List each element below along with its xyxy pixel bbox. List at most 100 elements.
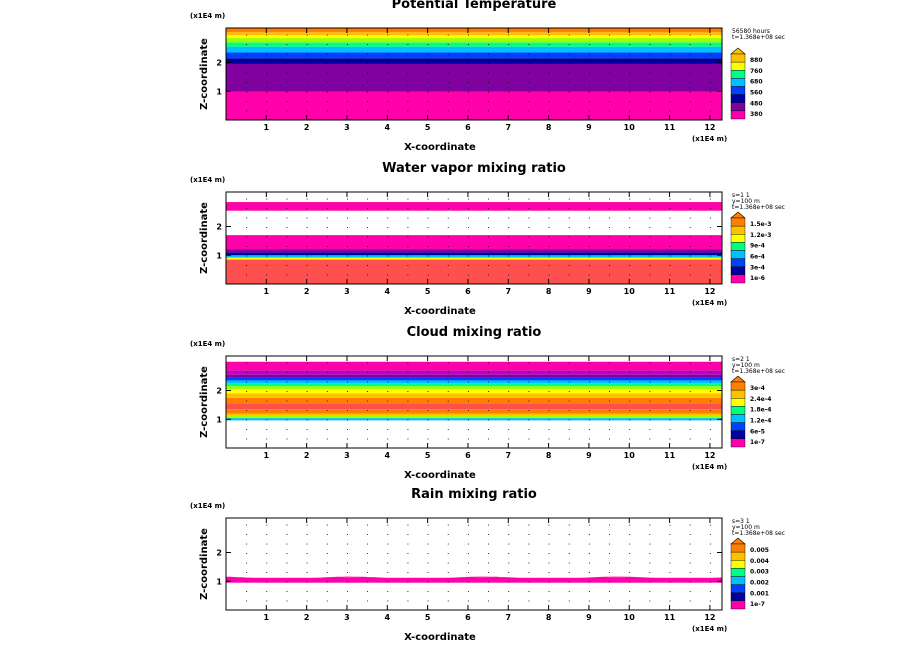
- grid-dot: [528, 236, 530, 238]
- grid-dot: [588, 110, 590, 112]
- grid-dot: [508, 591, 510, 592]
- grid-dot: [609, 236, 610, 238]
- grid-dot: [669, 600, 671, 602]
- grid-dot: [246, 362, 248, 364]
- grid-dot: [387, 410, 389, 411]
- grid-dot: [568, 534, 570, 535]
- grid-dot: [609, 581, 610, 583]
- legend-swatch: [730, 422, 746, 431]
- grid-dot: [528, 101, 530, 102]
- grid-dot: [246, 572, 248, 573]
- grid-dot: [387, 44, 389, 45]
- grid-dot: [246, 198, 248, 200]
- grid-dot: [528, 91, 530, 93]
- grid-dot: [669, 53, 671, 55]
- grid-dot: [488, 217, 490, 219]
- grid-dot: [689, 381, 691, 383]
- grid-dot: [488, 208, 490, 209]
- grid-dot: [266, 82, 268, 83]
- grid-dot: [407, 44, 409, 45]
- grid-dot: [346, 274, 348, 276]
- grid-dot: [689, 400, 691, 402]
- contour-band: [226, 255, 722, 258]
- grid-dot: [286, 534, 288, 535]
- grid-dot: [467, 581, 469, 583]
- x-axis-label: X-coordinate: [404, 142, 476, 153]
- grid-dot: [387, 53, 389, 55]
- grid-dot: [286, 53, 288, 55]
- grid-dot: [266, 217, 268, 219]
- grid-dot: [467, 44, 469, 45]
- grid-dot: [286, 246, 288, 247]
- grid-dot: [367, 410, 369, 411]
- legend-label: 2.4e-4: [750, 396, 771, 403]
- grid-dot: [286, 391, 288, 392]
- grid-dot: [629, 429, 631, 430]
- legend-label: 380: [750, 111, 763, 118]
- grid-dot: [588, 208, 590, 209]
- grid-dot: [508, 400, 510, 402]
- grid-dot: [326, 255, 328, 257]
- x-tick-label: 8: [546, 287, 552, 296]
- grid-dot: [346, 101, 348, 102]
- x-tick-label: 10: [624, 451, 636, 460]
- grid-dot: [689, 524, 691, 526]
- grid-dot: [346, 34, 348, 36]
- grid-dot: [629, 419, 631, 421]
- grid-dot: [246, 265, 248, 266]
- grid-dot: [266, 524, 268, 526]
- grid-dot: [467, 72, 469, 74]
- legend-label: 9e-4: [750, 243, 765, 250]
- grid-dot: [528, 438, 530, 440]
- grid-dot: [488, 72, 490, 74]
- grid-dot: [528, 265, 530, 266]
- grid-dot: [649, 591, 651, 592]
- grid-dot: [266, 429, 268, 430]
- grid-dot: [326, 591, 328, 592]
- grid-dot: [367, 227, 369, 228]
- grid-dot: [346, 110, 348, 112]
- grid-dot: [629, 217, 631, 219]
- plot-frame: [225, 355, 723, 449]
- grid-dot: [387, 543, 389, 545]
- grid-dot: [629, 82, 631, 83]
- x-tick-label: 9: [586, 123, 592, 132]
- grid-dot: [246, 208, 248, 209]
- grid-dot: [649, 372, 651, 373]
- grid-dot: [407, 400, 409, 402]
- grid-dot: [286, 265, 288, 266]
- grid-dot: [629, 227, 631, 228]
- grid-dot: [367, 429, 369, 430]
- grid-dot: [427, 591, 429, 592]
- grid-dot: [528, 562, 530, 564]
- x-tick-label: 1: [264, 287, 270, 296]
- grid-dot: [306, 91, 308, 93]
- grid-dot: [266, 543, 268, 545]
- grid-dot: [689, 110, 691, 112]
- grid-dot: [508, 581, 510, 583]
- grid-dot: [568, 381, 570, 383]
- x-tick-label: 10: [624, 287, 636, 296]
- grid-dot: [649, 562, 651, 564]
- grid-dot: [387, 591, 389, 592]
- x-tick-label: 3: [344, 123, 350, 132]
- grid-dot: [467, 53, 469, 55]
- grid-dot: [346, 524, 348, 526]
- x-tick-label: 5: [425, 613, 431, 622]
- grid-dot: [488, 101, 490, 102]
- grid-dot: [407, 524, 409, 526]
- legend-colorbar: 1.5e-3 1.2e-3 9e-4 6e-4 3e-4 1e-6: [730, 211, 771, 284]
- run-info-text: t=1.368e+08 sec: [732, 530, 785, 537]
- grid-dot: [568, 82, 570, 83]
- x-tick-label: 3: [344, 287, 350, 296]
- y-unit-label: (x1E4 m): [190, 176, 225, 184]
- x-tick-label: 1: [264, 123, 270, 132]
- grid-dot: [306, 63, 308, 64]
- grid-dot: [609, 543, 610, 545]
- grid-dot: [649, 410, 651, 411]
- grid-dot: [407, 429, 409, 430]
- grid-dot: [568, 255, 570, 257]
- grid-dot: [367, 34, 369, 36]
- grid-dot: [346, 572, 348, 573]
- grid-dot: [649, 362, 651, 364]
